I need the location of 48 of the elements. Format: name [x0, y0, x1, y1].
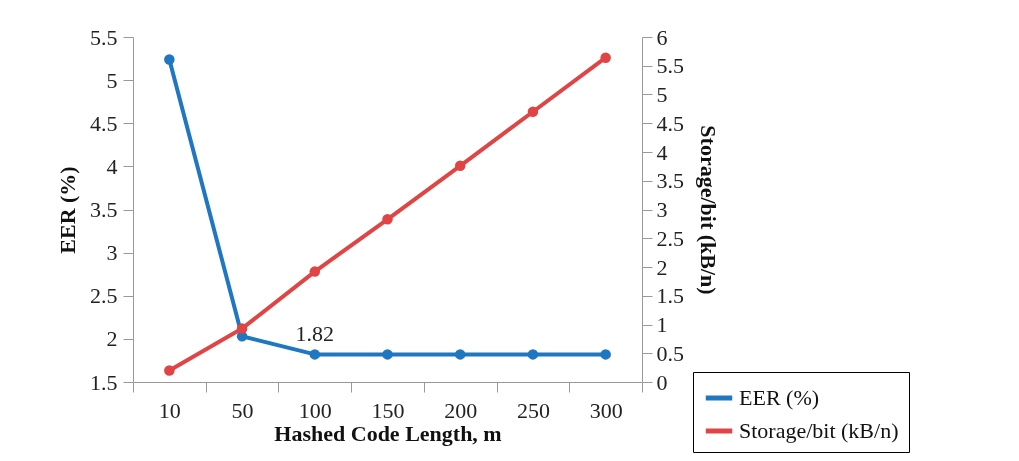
y2-tick-label: 1: [656, 312, 668, 337]
legend-label: EER (%): [739, 385, 820, 410]
point: [164, 365, 175, 376]
y2-tick-label: 6: [656, 24, 668, 50]
y-tick-label: 4: [106, 153, 118, 179]
y2-tick-label: 4: [656, 139, 668, 165]
point: [309, 349, 321, 360]
y-tick-label: 1.5: [90, 369, 118, 395]
point: [309, 266, 321, 277]
y2-tick-label: 3.5: [656, 168, 684, 194]
x-axis-title: Hashed Code Length, m: [274, 420, 502, 446]
y2-tick-label: 0.5: [656, 340, 684, 366]
point: [527, 349, 539, 360]
y-tick-label: 4.5: [90, 110, 118, 136]
y2-tick-label: 2.5: [656, 225, 684, 251]
y2-tick-label: 2: [656, 254, 668, 280]
y2-axis-title: Storage/bit (kB/n): [696, 125, 721, 295]
point: [382, 349, 393, 360]
legend-label: Storage/bit (kB/n): [739, 418, 899, 443]
y-tick-label: 3: [106, 240, 118, 266]
point: [454, 160, 466, 172]
y-axis-title: EER (%): [55, 166, 80, 254]
point: [600, 349, 611, 360]
y-tick-label: 5.5: [90, 24, 118, 50]
y2-tick-label: 5.5: [656, 53, 684, 79]
data-label: 1.82: [295, 321, 335, 347]
point: [164, 54, 175, 65]
x-tick-label: 250: [516, 397, 550, 423]
y-tick-label: 5: [106, 67, 118, 93]
point: [600, 52, 611, 63]
point: [527, 106, 539, 117]
y2-tick-label: 0: [656, 369, 668, 395]
x-tick-label: 100: [298, 397, 332, 423]
x-tick-label: 300: [589, 397, 623, 423]
y-tick-label: 2.5: [90, 283, 118, 309]
x-tick-label: 200: [444, 397, 478, 423]
point: [236, 323, 248, 334]
x-tick-label: 50: [231, 397, 254, 423]
point: [382, 214, 393, 225]
x-tick-label: 10: [158, 397, 181, 423]
y-tick-label: 2: [106, 326, 118, 352]
y2-tick-label: 4.5: [656, 110, 684, 136]
y-tick-label: 3.5: [90, 197, 118, 222]
y2-tick-label: 3: [656, 197, 668, 222]
y2-tick-label: 1.5: [656, 283, 684, 309]
y2-tick-label: 5: [656, 82, 668, 107]
point: [454, 349, 466, 360]
x-tick-label: 150: [371, 397, 405, 423]
